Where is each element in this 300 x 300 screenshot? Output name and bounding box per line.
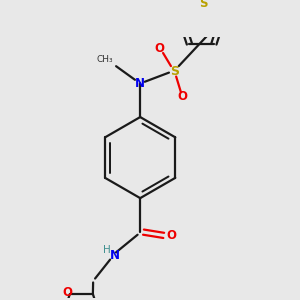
Text: O: O: [177, 90, 187, 103]
Text: H: H: [103, 245, 111, 255]
Text: O: O: [62, 286, 72, 298]
Text: CH₃: CH₃: [97, 55, 113, 64]
Text: O: O: [155, 42, 165, 55]
Text: N: N: [110, 249, 120, 262]
Text: S: S: [199, 0, 207, 10]
Text: N: N: [135, 76, 145, 90]
Text: S: S: [170, 65, 179, 78]
Text: O: O: [167, 229, 177, 242]
